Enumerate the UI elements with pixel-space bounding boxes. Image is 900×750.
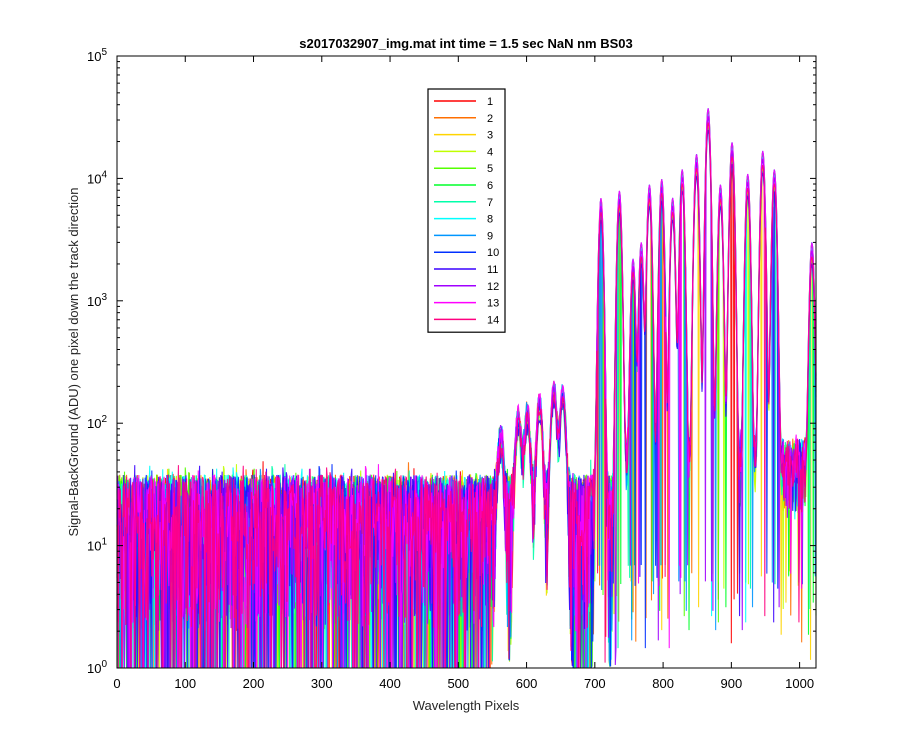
axes-box bbox=[116, 55, 817, 669]
legend-entry-12: 12 bbox=[487, 281, 499, 293]
x-tick-label: 0 bbox=[113, 676, 120, 691]
legend-entry-6: 6 bbox=[487, 180, 493, 192]
y-tick-label: 105 bbox=[87, 47, 107, 64]
chart-title: s2017032907_img.mat int time = 1.5 sec N… bbox=[299, 36, 633, 51]
x-tick-label: 900 bbox=[721, 676, 743, 691]
legend-entry-1: 1 bbox=[487, 96, 493, 108]
legend-entry-13: 13 bbox=[487, 298, 499, 310]
legend-entry-3: 3 bbox=[487, 130, 493, 142]
series-traces bbox=[116, 108, 817, 669]
series-line-14 bbox=[116, 122, 817, 669]
y-tick-label: 103 bbox=[87, 292, 107, 309]
x-tick-label: 1000 bbox=[785, 676, 814, 691]
x-tick-label: 700 bbox=[584, 676, 606, 691]
legend-entry-5: 5 bbox=[487, 163, 493, 175]
x-tick-label: 600 bbox=[516, 676, 538, 691]
x-tick-label: 800 bbox=[652, 676, 674, 691]
y-tick-label: 104 bbox=[87, 169, 107, 186]
y-tick-label: 102 bbox=[87, 414, 107, 431]
legend-entry-11: 11 bbox=[487, 264, 498, 276]
legend-entry-14: 14 bbox=[487, 314, 499, 326]
y-tick-label: 101 bbox=[87, 537, 107, 554]
x-axis-label: Wavelength Pixels bbox=[413, 698, 520, 713]
legend-entry-7: 7 bbox=[487, 197, 493, 209]
y-axis-label: Signal-BackGround (ADU) one pixel down t… bbox=[66, 187, 81, 536]
x-tick-label: 100 bbox=[174, 676, 196, 691]
x-tick-label: 200 bbox=[243, 676, 265, 691]
legend-entry-2: 2 bbox=[487, 113, 493, 125]
x-tick-label: 500 bbox=[447, 676, 469, 691]
legend-entry-10: 10 bbox=[487, 247, 499, 259]
legend-entry-9: 9 bbox=[487, 230, 493, 242]
x-tick-label: 400 bbox=[379, 676, 401, 691]
legend-box bbox=[427, 88, 506, 333]
y-tick-label: 100 bbox=[87, 659, 107, 676]
legend-entry-4: 4 bbox=[487, 146, 493, 158]
x-tick-label: 300 bbox=[311, 676, 333, 691]
legend-entry-8: 8 bbox=[487, 214, 493, 226]
